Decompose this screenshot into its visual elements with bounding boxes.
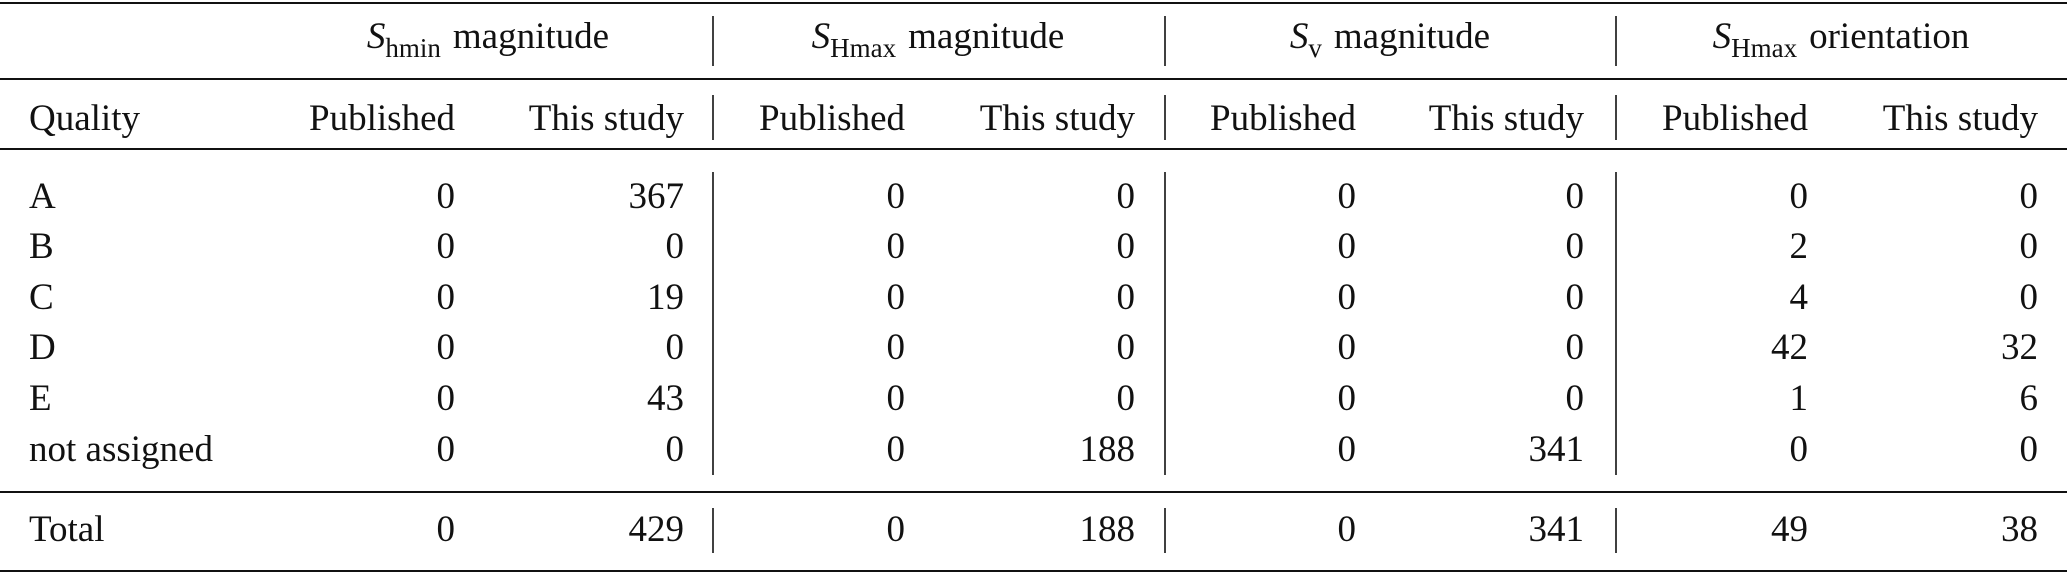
cell: 0: [437, 509, 456, 550]
cell: 0: [1566, 277, 1585, 318]
cell: 0: [1566, 226, 1585, 267]
symbol: S: [367, 16, 386, 57]
cell: 0: [1566, 327, 1585, 368]
cell: 0: [887, 176, 906, 217]
cell: 429: [629, 509, 685, 550]
row-label: not assigned: [29, 429, 213, 470]
row-label: Total: [29, 509, 105, 550]
cell: 0: [437, 176, 456, 217]
cell: 0: [1566, 378, 1585, 419]
cell: 0: [887, 378, 906, 419]
cell: 42: [1771, 327, 1808, 368]
group-header: Sv magnitude: [1290, 16, 1490, 63]
cell: 341: [1529, 509, 1585, 550]
symbol: S: [1290, 16, 1309, 57]
cell: 367: [629, 176, 685, 217]
group-label: magnitude: [908, 16, 1064, 57]
cell: 0: [1338, 509, 1357, 550]
cell: 0: [666, 429, 685, 470]
row-label: B: [29, 226, 54, 267]
cell: 0: [1790, 429, 1809, 470]
cell: 0: [666, 226, 685, 267]
subscript: hmin: [385, 33, 441, 63]
cell: 32: [2001, 327, 2038, 368]
group-label: magnitude: [1334, 16, 1490, 57]
cell: 0: [887, 327, 906, 368]
cell: 0: [1117, 277, 1136, 318]
cell: 188: [1080, 429, 1136, 470]
cell: 0: [437, 429, 456, 470]
group-header: Shmin magnitude: [367, 16, 609, 63]
group-label: orientation: [1809, 16, 1969, 57]
cell: 0: [1338, 226, 1357, 267]
cell: 0: [2020, 277, 2039, 318]
cell: 188: [1080, 509, 1136, 550]
group-label: magnitude: [453, 16, 609, 57]
cell: 0: [1790, 176, 1809, 217]
cell: 0: [437, 226, 456, 267]
cell: 1: [1790, 378, 1809, 419]
cell: 0: [1117, 327, 1136, 368]
row-label: D: [29, 327, 56, 368]
cell: 0: [1338, 378, 1357, 419]
column-header: Published: [309, 98, 455, 139]
symbol: S: [1713, 16, 1732, 57]
cell: 4: [1790, 277, 1809, 318]
cell: 0: [887, 429, 906, 470]
cell: 0: [2020, 176, 2039, 217]
row-label: E: [29, 378, 52, 419]
cell: 0: [1338, 176, 1357, 217]
cell: 38: [2001, 509, 2038, 550]
cell: 2: [1790, 226, 1809, 267]
subscript: Hmax: [830, 33, 896, 63]
column-header: This study: [980, 98, 1136, 139]
column-header: Published: [1662, 98, 1808, 139]
cell: 0: [887, 509, 906, 550]
cell: 0: [666, 327, 685, 368]
column-header: This study: [1429, 98, 1585, 139]
column-header: This study: [1883, 98, 2039, 139]
column-header: Published: [1210, 98, 1356, 139]
cell: 0: [887, 226, 906, 267]
cell: 0: [1117, 176, 1136, 217]
cell: 0: [437, 327, 456, 368]
group-header: SHmax magnitude: [812, 16, 1065, 63]
cell: 0: [437, 378, 456, 419]
subscript: v: [1308, 33, 1322, 63]
cell: 0: [1566, 176, 1585, 217]
cell: 0: [887, 277, 906, 318]
cell: 0: [2020, 226, 2039, 267]
cell: 0: [2020, 429, 2039, 470]
row-label: A: [29, 176, 56, 217]
cell: 0: [1338, 327, 1357, 368]
column-header: This study: [529, 98, 685, 139]
group-header: SHmax orientation: [1713, 16, 1970, 63]
cell: 0: [1338, 277, 1357, 318]
cell: 6: [2020, 378, 2039, 419]
cell: 0: [437, 277, 456, 318]
cell: 19: [647, 277, 684, 318]
cell: 49: [1771, 509, 1808, 550]
cell: 0: [1117, 226, 1136, 267]
symbol: S: [812, 16, 831, 57]
cell: 0: [1117, 378, 1136, 419]
cell: 43: [647, 378, 684, 419]
cell: 0: [1338, 429, 1357, 470]
column-header: Quality: [29, 98, 140, 139]
subscript: Hmax: [1731, 33, 1797, 63]
cell: 341: [1529, 429, 1585, 470]
row-label: C: [29, 277, 54, 318]
column-header: Published: [759, 98, 905, 139]
